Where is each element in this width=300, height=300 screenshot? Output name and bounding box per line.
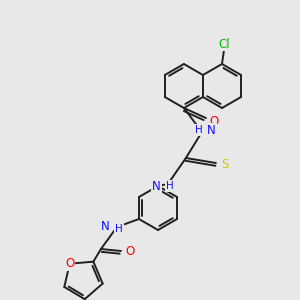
Text: H: H — [166, 181, 174, 191]
Text: O: O — [65, 257, 74, 270]
Text: N: N — [207, 124, 216, 136]
Text: O: O — [209, 115, 219, 128]
Text: Cl: Cl — [218, 38, 230, 50]
Text: O: O — [125, 245, 134, 258]
Text: N: N — [101, 220, 110, 232]
Text: H: H — [115, 224, 123, 234]
Text: N: N — [152, 179, 161, 193]
Text: H: H — [195, 125, 203, 135]
Text: S: S — [221, 158, 229, 171]
